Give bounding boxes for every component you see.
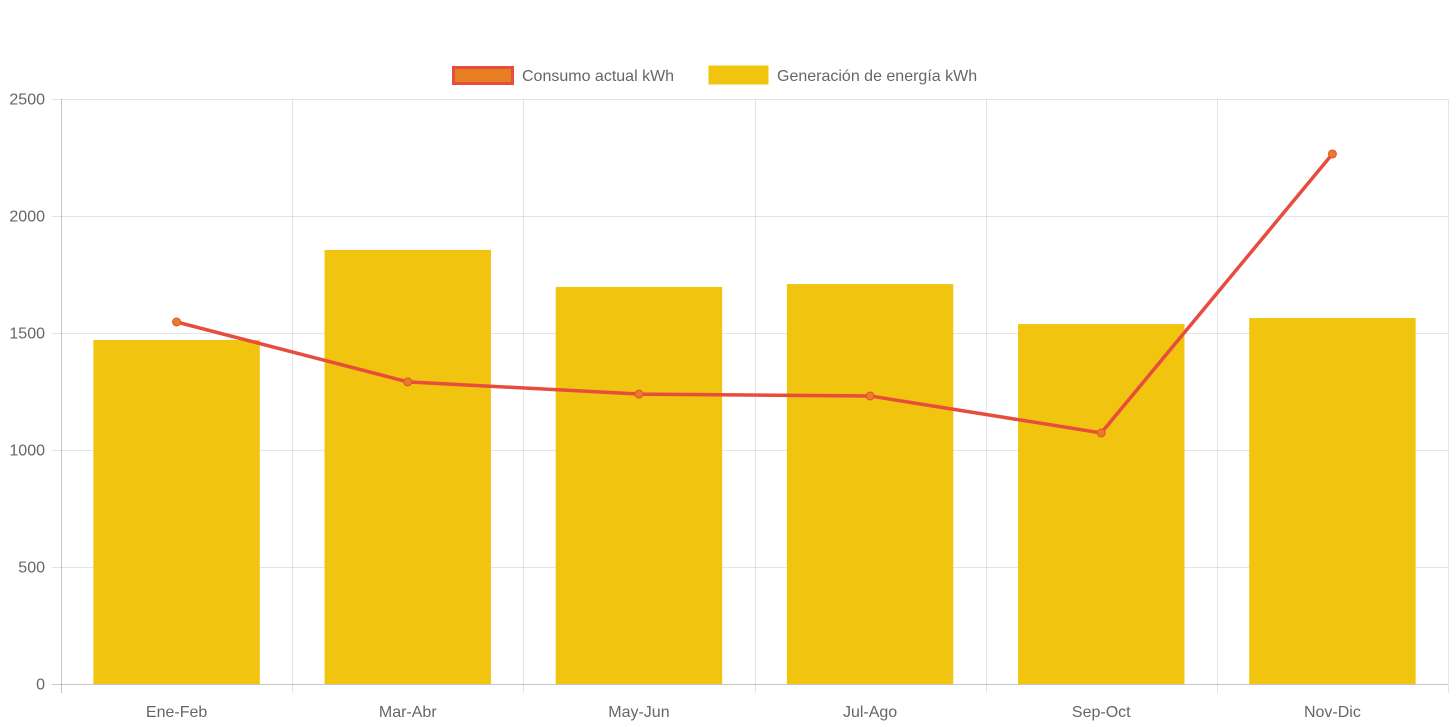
legend-swatch-consumo: [452, 66, 514, 85]
legend-label-generacion: Generación de energía kWh: [777, 68, 977, 85]
generation-bar-may-jun: [555, 286, 723, 684]
generation-bar-sep-oct: [1018, 324, 1185, 684]
x-axis: Ene-Feb Mar-Abr May-Jun Jul-Ago Sep-Oct Nov-D…: [146, 704, 1361, 721]
x-tick-label-mar-abr: Mar-Abr: [379, 704, 437, 721]
x-tick-label-nov-dic: Nov-Dic: [1304, 704, 1361, 721]
consumption-series: [172, 149, 1337, 438]
generation-bar-jul-ago: [786, 284, 954, 684]
generation-bar-mar-abr: [324, 249, 491, 684]
x-tick-label-sep-oct: Sep-Oct: [1072, 704, 1131, 721]
consumption-point-ene-feb: [172, 317, 182, 327]
x-tick-label-may-jun: May-Jun: [608, 704, 669, 721]
y-tick-label-500: 500: [18, 560, 45, 577]
legend-item-consumo[interactable]: Consumo actual kWh: [452, 66, 675, 86]
generation-bar-nov-dic: [1249, 318, 1416, 684]
consumption-point-may-jun: [634, 389, 644, 399]
y-tick-label-2000: 2000: [9, 209, 45, 226]
consumption-line: [176, 152, 1334, 435]
consumption-point-mar-abr: [403, 377, 413, 387]
consumption-point-sep-oct: [1096, 428, 1106, 438]
grid: [52, 99, 1449, 693]
x-tick-label-ene-feb: Ene-Feb: [146, 704, 207, 721]
y-tick-label-1500: 1500: [9, 326, 45, 343]
legend-swatch-generacion: [708, 65, 769, 85]
generation-bars: [93, 249, 1416, 684]
consumption-point-jul-ago: [865, 391, 875, 401]
legend: Consumo actual kWh Generación de energía…: [452, 65, 977, 86]
x-tick-label-jul-ago: Jul-Ago: [843, 704, 897, 721]
legend-label-consumo: Consumo actual kWh: [522, 68, 674, 85]
y-tick-label-2500: 2500: [9, 92, 45, 109]
y-tick-label-0: 0: [36, 677, 45, 694]
y-axis: 0 500 1000 1500 2000 2500: [9, 92, 45, 694]
y-tick-label-1000: 1000: [9, 443, 45, 460]
generation-bar-ene-feb: [93, 340, 260, 684]
consumption-point-nov-dic: [1327, 149, 1337, 159]
legend-item-generacion[interactable]: Generación de energía kWh: [708, 65, 977, 85]
